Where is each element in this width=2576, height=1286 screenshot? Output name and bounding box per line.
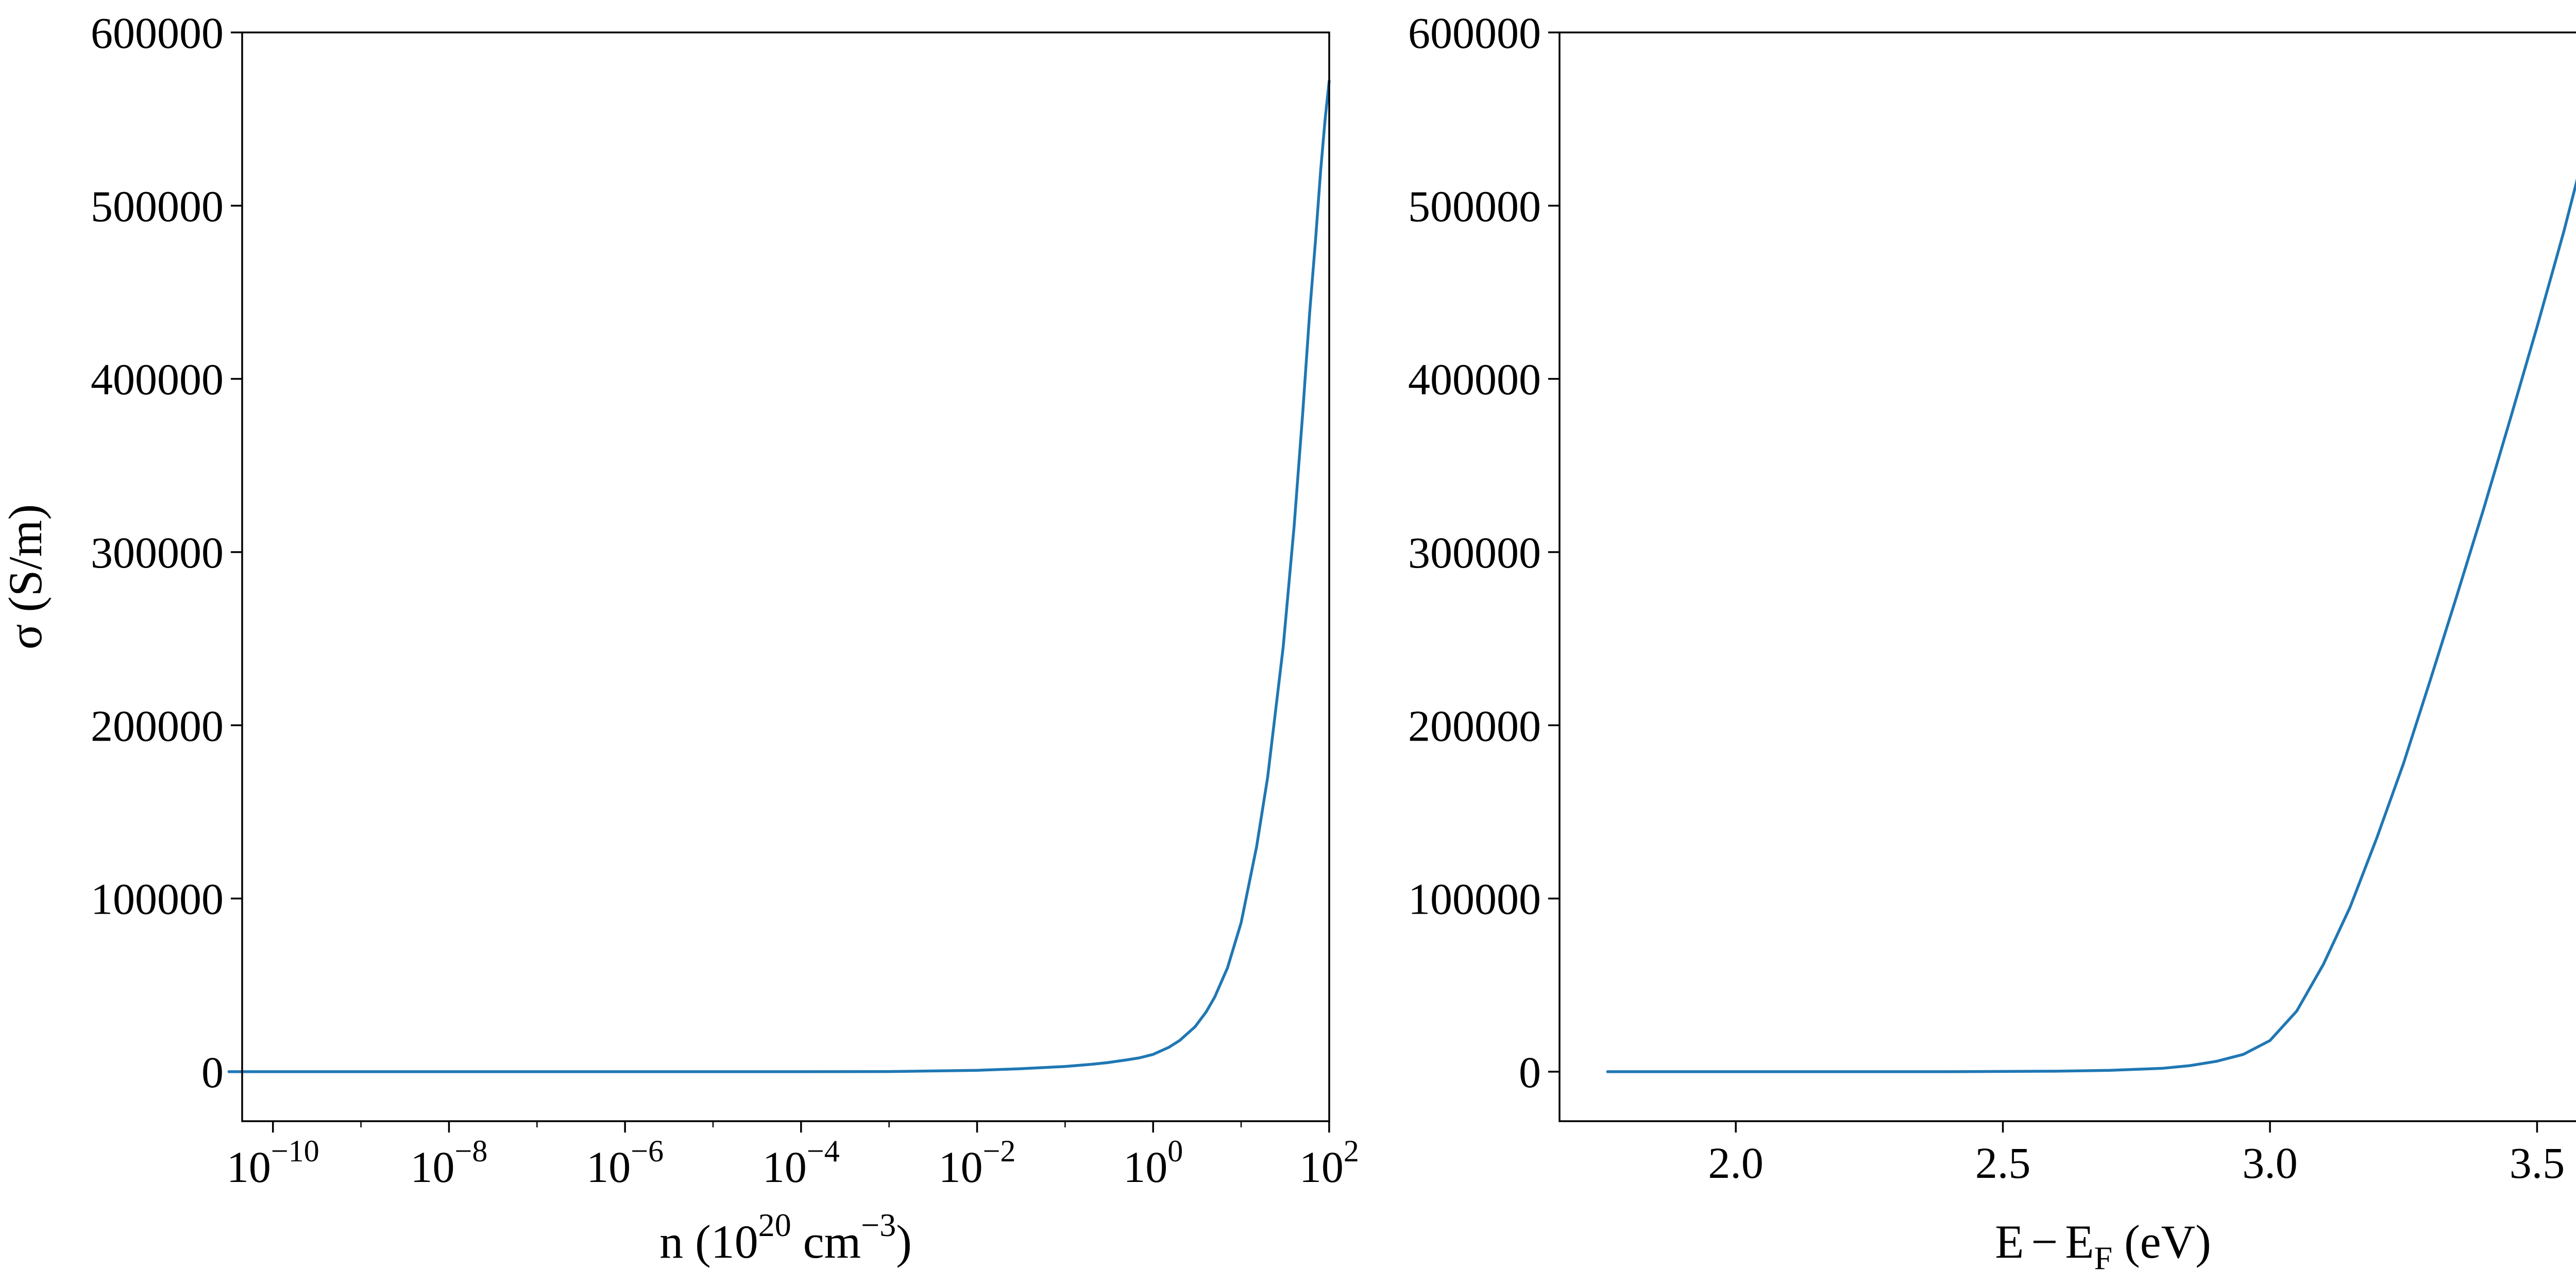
y-tick-label: 600000 [91, 8, 224, 58]
x-tick-label: 3.0 [2242, 1138, 2298, 1188]
y-tick-label: 400000 [91, 355, 224, 404]
y-axis-title: σ (S/m) [0, 504, 52, 649]
y-tick-label: 200000 [1408, 701, 1541, 750]
x-axis-title: E − EF (eV) [1995, 1215, 2211, 1276]
y-tick-label: 500000 [91, 181, 224, 231]
x-tick-label: 10−2 [939, 1134, 1016, 1192]
x-tick-label: 10−10 [227, 1134, 319, 1192]
y-axis: 0 100000 200000 300000 400000 500000 600000 [1408, 8, 1560, 1097]
x-tick-label: 3.5 [2510, 1138, 2565, 1188]
x-tick-label: 10−6 [586, 1134, 664, 1192]
conductivity-series-line [227, 79, 1331, 1073]
conductivity-vs-energy-panel: 0 100000 200000 300000 400000 500000 600000 2.… [1408, 8, 2576, 1276]
x-axis-label: E − EF (eV) [1995, 1215, 2211, 1276]
y-tick-label: 100000 [91, 875, 224, 924]
y-tick-label: 300000 [1408, 528, 1541, 577]
y-tick-label: 500000 [1408, 181, 1541, 231]
y-tick-label: 200000 [91, 701, 224, 750]
x-axis-title: n (1020 cm−3) [659, 1207, 912, 1268]
x-tick-label: 10−8 [411, 1134, 488, 1192]
y-tick-label: 400000 [1408, 355, 1541, 404]
x-tick-label: 102 [1299, 1134, 1359, 1192]
y-tick-label: 0 [1519, 1048, 1541, 1097]
y-axis: 0 100000 200000 300000 400000 500000 600000 [91, 8, 242, 1097]
x-axis: 2.0 2.5 3.0 3.5 [1708, 1121, 2565, 1188]
plot-area [227, 79, 1331, 1073]
y-tick-label: 300000 [91, 528, 224, 577]
conductivity-series-line [1606, 178, 2576, 1073]
y-tick-label: 600000 [1408, 8, 1541, 58]
conductivity-vs-carrier-density-panel: 0 100000 200000 300000 400000 500000 600000 10… [0, 8, 1359, 1268]
x-tick-label: 100 [1123, 1134, 1183, 1192]
y-tick-label: 100000 [1408, 875, 1541, 924]
x-tick-label: 2.0 [1708, 1138, 1764, 1188]
axes-frame [1558, 31, 2576, 1122]
y-tick-label: 0 [201, 1048, 224, 1097]
x-axis-label: n (1020 cm−3) [659, 1207, 912, 1268]
x-tick-label: 2.5 [1975, 1138, 2031, 1188]
plot-area [1606, 178, 2576, 1073]
x-tick-label: 10−4 [762, 1134, 840, 1192]
x-axis: 10−10 10−8 10−6 10−4 10−2 100 102 [227, 1121, 1359, 1192]
y-axis-label: σ (S/m) [0, 504, 52, 649]
axes-frame [241, 31, 1330, 1122]
